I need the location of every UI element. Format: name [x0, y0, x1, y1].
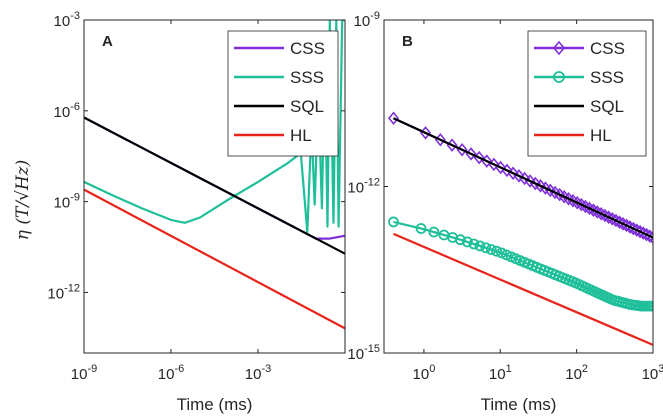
series-marker-sss [474, 240, 486, 252]
y-tick-label: 10-9 [354, 10, 380, 30]
series-marker-sss [461, 236, 473, 248]
legend-label-sql: SQL [590, 97, 624, 116]
legend-label-sss: SSS [290, 68, 324, 87]
x-tick-label: 100 [413, 363, 436, 383]
y-tick-label-exponent: -9 [370, 10, 380, 22]
series-line-hl [84, 188, 345, 330]
x-tick-label: 103 [642, 363, 663, 383]
series-marker-css [388, 111, 400, 125]
legend-label-css: CSS [290, 39, 325, 58]
series-marker-sss [468, 238, 480, 250]
x-tick-label-exponent: 2 [582, 363, 588, 375]
series-line-sql [393, 117, 653, 239]
series-marker-sss [485, 244, 497, 255]
legend: CSS SSS SQL HL [227, 30, 339, 157]
series-marker-sss [388, 216, 399, 228]
x-tick-label-exponent: 0 [429, 363, 435, 375]
legend-label-sql: SQL [290, 97, 324, 116]
x-tick-label: 102 [565, 363, 588, 383]
legend-label-hl: HL [590, 126, 612, 145]
y-tick-label: 10-6 [54, 101, 80, 121]
series-marker-sss [428, 226, 440, 238]
y-tick-label-exponent: -3 [70, 10, 80, 22]
x-tick-label-base: 10 [71, 366, 88, 383]
legend-label-css: CSS [590, 39, 625, 58]
y-axis-label: η (T/√Hz) [13, 160, 33, 241]
x-axis-label: Time (ms) [481, 395, 557, 414]
x-tick-label-exponent: 1 [506, 363, 512, 375]
y-tick-label-base: 10 [54, 104, 71, 121]
axes-frame [83, 19, 346, 354]
legend-box [527, 30, 647, 157]
y-tick-label-base: 10 [347, 346, 364, 363]
y-tick-label-base: 10 [54, 13, 71, 30]
x-tick-label-exponent: -3 [261, 363, 271, 375]
y-tick-label: 10-15 [347, 343, 380, 363]
x-tick-label-base: 10 [489, 366, 506, 383]
series-marker-sss [647, 300, 653, 312]
series-marker-sss [415, 223, 427, 234]
legend-label-hl: HL [290, 126, 312, 145]
legend-marker-circle [553, 71, 565, 83]
series-marker-sss [480, 242, 492, 254]
legend-label-sss: SSS [590, 68, 624, 87]
y-tick-label-base: 10 [54, 195, 71, 212]
y-tick-label-exponent: -6 [70, 101, 80, 113]
x-tick-label: 10-9 [71, 363, 97, 383]
series-marker-sss [454, 234, 466, 246]
y-tick-label: 10-3 [54, 10, 80, 30]
series-group [388, 111, 653, 346]
x-tick-label-base: 10 [245, 366, 262, 383]
series-line-sql [84, 116, 345, 255]
y-tick-label-exponent: -9 [70, 192, 80, 204]
series-line-hl [393, 232, 653, 346]
x-tick-label-exponent: -6 [174, 363, 184, 375]
y-tick-label-exponent: -15 [364, 343, 380, 355]
x-tick-label: 10-3 [245, 363, 271, 383]
y-tick-label-exponent: -12 [364, 177, 380, 189]
series-marker-sss [496, 247, 507, 259]
x-tick-label-base: 10 [565, 366, 582, 383]
y-tick-label-base: 10 [347, 180, 364, 197]
legend-marker-diamond [552, 40, 566, 56]
y-tick-label-base: 10 [47, 285, 64, 302]
x-tick-label-base: 10 [158, 366, 175, 383]
x-tick-label-base: 10 [642, 366, 659, 383]
y-tick-label: 10-12 [47, 282, 80, 302]
legend: CSS SSS SQL HL [527, 30, 647, 157]
y-tick-label-exponent: -12 [64, 282, 80, 294]
x-tick-label-exponent: 3 [658, 363, 663, 375]
panel-label: A [102, 33, 113, 50]
y-tick-label: 10-9 [54, 192, 80, 212]
x-tick-label-base: 10 [413, 366, 430, 383]
y-tick-label: 10-12 [347, 177, 380, 197]
x-tick-label-exponent: -9 [87, 363, 97, 375]
panel-label: B [402, 33, 413, 50]
x-tick-label: 10-6 [158, 363, 184, 383]
x-axis-label: Time (ms) [177, 395, 253, 414]
series-marker-sss [491, 245, 502, 257]
y-tick-label-base: 10 [354, 13, 371, 30]
x-tick-label: 101 [489, 363, 512, 383]
